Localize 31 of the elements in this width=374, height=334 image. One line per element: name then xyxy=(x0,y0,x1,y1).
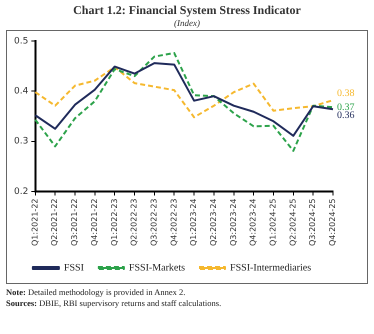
x-tick-label: Q4:2022-23 xyxy=(169,198,178,246)
x-tick-label: Q1:2022-23 xyxy=(110,198,119,246)
line-series xyxy=(34,66,334,118)
data-label: 0.38 xyxy=(337,88,354,99)
legend-label: FSSI-Intermediaries xyxy=(230,262,312,274)
chart-title: Chart 1.2: Financial System Stress Indicator xyxy=(72,3,302,18)
legend-label: FSSI xyxy=(64,262,84,274)
data-label: 0.36 xyxy=(337,110,354,121)
x-tick-label: Q1:2021-22 xyxy=(30,198,40,246)
y-tick-label: 0.3 xyxy=(14,136,28,147)
x-tick-label: Q2:2023-24 xyxy=(209,198,218,246)
x-tick-label: Q3:2022-23 xyxy=(149,198,158,246)
x-tick-label: Q2:2022-23 xyxy=(130,198,139,246)
x-tick-label: Q2:2021-22 xyxy=(50,198,60,246)
x-tick-label: Q1:2023-24 xyxy=(189,198,198,246)
x-tick-label: Q4:2024-25 xyxy=(328,198,338,246)
chart-subtitle: (Index) xyxy=(173,18,201,28)
line-series xyxy=(34,52,334,152)
y-tick-label: 0.5 xyxy=(14,36,28,46)
x-tick-label: Q3:2023-24 xyxy=(228,198,238,246)
x-tick-label: Q4:2023-24 xyxy=(248,198,258,246)
source-note: Sources: DBIE, RBI supervisory returns and staff calculations. xyxy=(6,298,222,309)
x-tick-label: Q4:2021-22 xyxy=(90,198,99,246)
y-tick-label: 0.4 xyxy=(14,86,29,97)
y-tick-label: 0.2 xyxy=(14,186,28,197)
x-tick-label: Q3:2021-22 xyxy=(70,198,80,246)
x-tick-label: Q3:2024-25 xyxy=(308,198,318,246)
text: Note: Detailed methodology is provided in Annex 2. xyxy=(6,287,186,298)
x-tick-label: Q1:2024-25 xyxy=(268,198,278,246)
x-tick-label: Q2:2024-25 xyxy=(288,198,298,246)
legend-label: FSSI-Markets xyxy=(128,262,186,274)
